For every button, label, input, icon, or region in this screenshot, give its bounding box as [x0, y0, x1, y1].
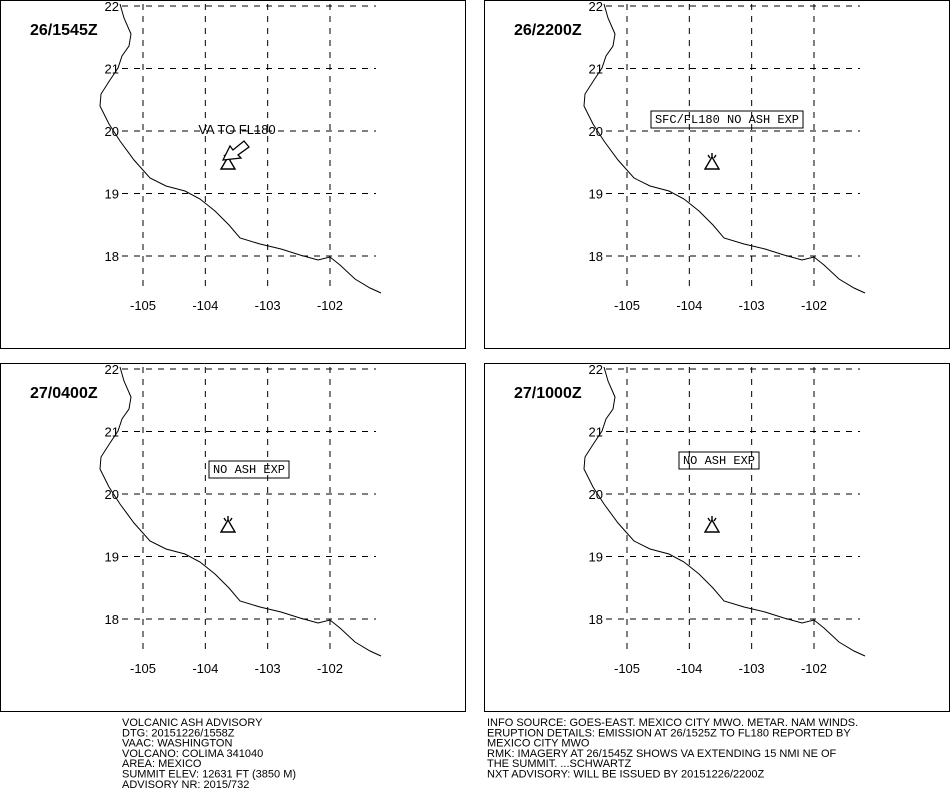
lon-label: -104 — [192, 298, 218, 313]
lat-label: 18 — [105, 612, 119, 627]
lat-label: 19 — [589, 187, 603, 202]
annotation-box — [208, 460, 290, 479]
lon-label: -104 — [676, 661, 702, 676]
advisory-line: VAAC: WASHINGTON — [122, 738, 232, 750]
lon-label: -105 — [614, 298, 640, 313]
lat-label: 20 — [105, 124, 119, 139]
volcano-icon — [704, 515, 720, 533]
lat-label: 19 — [105, 550, 119, 565]
lat-label: 18 — [105, 249, 119, 264]
advisory-line: RMK: IMAGERY AT 26/1545Z SHOWS VA EXTEND… — [487, 748, 837, 760]
panel-border — [0, 363, 466, 712]
lat-label: 22 — [105, 362, 119, 377]
lat-label: 20 — [589, 124, 603, 139]
lon-label: -103 — [739, 298, 765, 313]
advisory-line: ERUPTION DETAILS: EMISSION AT 26/1525Z T… — [487, 727, 851, 739]
lon-label: -102 — [801, 661, 827, 676]
advisory-line: NXT ADVISORY: WILL BE ISSUED BY 20151226… — [487, 769, 764, 781]
annotation: NO ASH EXP — [213, 463, 285, 477]
advisory-line: INFO SOURCE: GOES-EAST. MEXICO CITY MWO.… — [487, 717, 858, 729]
advisory-line: SUMMIT ELEV: 12631 FT (3850 M) — [122, 769, 296, 781]
forecast-time: 27/1000Z — [514, 385, 582, 402]
lon-label: -105 — [130, 661, 156, 676]
lat-label: 19 — [105, 187, 119, 202]
lat-label: 19 — [589, 550, 603, 565]
coastline — [583, 3, 866, 294]
advisory-line: DTG: 20151226/1558Z — [122, 727, 235, 739]
forecast-time: 26/1545Z — [30, 22, 98, 39]
lon-label: -104 — [192, 661, 218, 676]
lon-label: -104 — [676, 298, 702, 313]
panel-border — [484, 363, 950, 712]
forecast-time: 26/2200Z — [514, 22, 582, 39]
lat-label: 20 — [105, 487, 119, 502]
lat-label: 22 — [589, 362, 603, 377]
lon-label: -102 — [801, 298, 827, 313]
annotation: SFC/FL180 NO ASH EXP — [655, 113, 799, 127]
advisory-line: AREA: MEXICO — [122, 758, 202, 770]
annotation-box — [650, 110, 804, 129]
lat-label: 22 — [105, 0, 119, 14]
lat-label: 20 — [589, 487, 603, 502]
lon-label: -103 — [739, 661, 765, 676]
panel-border — [484, 0, 950, 349]
lat-label: 18 — [589, 249, 603, 264]
lon-label: -105 — [130, 298, 156, 313]
lon-label: -105 — [614, 661, 640, 676]
lon-label: -102 — [317, 661, 343, 676]
coastline — [583, 366, 866, 657]
coastline — [99, 366, 382, 657]
advisory-line: MEXICO CITY MWO — [487, 738, 590, 750]
annotation: NO ASH EXP — [683, 454, 755, 468]
advisory-line: VOLCANO: COLIMA 341040 — [122, 748, 263, 760]
lat-label: 18 — [589, 612, 603, 627]
advisory-line: ADVISORY NR: 2015/732 — [122, 779, 249, 791]
annotation-box — [678, 451, 760, 470]
panel-border — [0, 0, 466, 349]
forecast-time: 27/0400Z — [30, 385, 98, 402]
annotation: VA TO FL180 — [198, 122, 275, 137]
volcano-icon — [220, 515, 236, 533]
lon-label: -103 — [255, 661, 281, 676]
lat-label: 22 — [589, 0, 603, 14]
advisory-line: VOLCANIC ASH ADVISORY — [122, 717, 263, 729]
ash-arrow — [221, 140, 250, 161]
lon-label: -103 — [255, 298, 281, 313]
volcano-icon — [704, 152, 720, 170]
lon-label: -102 — [317, 298, 343, 313]
advisory-line: THE SUMMIT. ...SCHWARTZ — [487, 758, 632, 770]
